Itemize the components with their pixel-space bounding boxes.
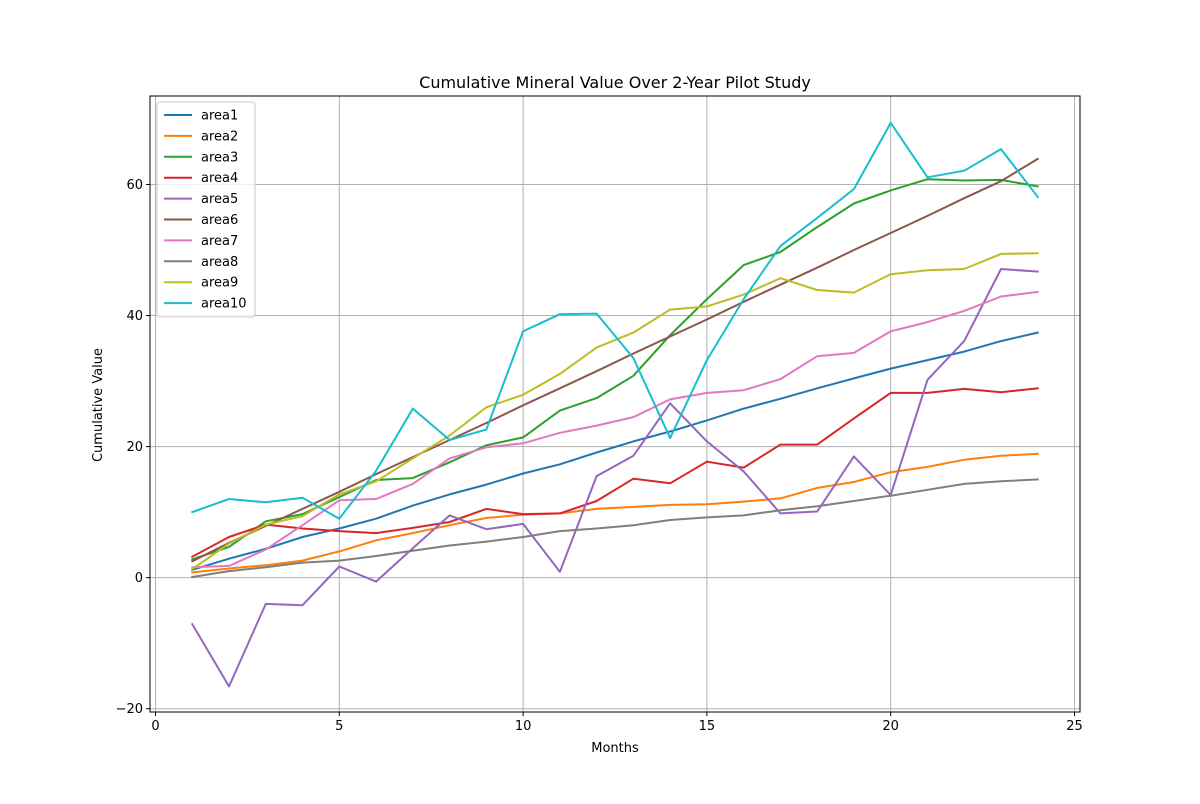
series-lines: [190, 121, 1040, 688]
legend-label-area10: area10: [201, 297, 247, 312]
x-tick-label: 5: [335, 719, 343, 734]
series-line-area8: [191, 478, 1039, 579]
legend-label-area8: area8: [201, 255, 238, 270]
plot-frame: [149, 95, 1081, 713]
legend-label-area4: area4: [201, 171, 238, 186]
y-axis-label: Cumulative Value: [91, 348, 106, 462]
y-tick-label: 0: [135, 571, 143, 586]
series-line-area2: [191, 452, 1039, 574]
legend-label-area3: area3: [201, 150, 238, 165]
legend: area1 area2 area3 area4 area5 area6 area7 area8…: [156, 101, 256, 318]
axis-ticks: 0 5 10 15 20 25 −20 0 20 40 60: [116, 178, 1083, 734]
series-line-area5: [190, 268, 1039, 688]
x-tick-label: 25: [1066, 719, 1083, 734]
y-tick-label: −20: [116, 702, 143, 717]
x-tick-label: 10: [515, 719, 532, 734]
series-line-area10: [191, 121, 1040, 520]
legend-label-area1: area1: [201, 109, 238, 124]
x-tick-label: 20: [882, 719, 899, 734]
legend-label-area5: area5: [201, 192, 238, 207]
series-line-area6: [190, 157, 1040, 563]
chart-title: Cumulative Mineral Value Over 2-Year Pil…: [419, 73, 811, 92]
y-tick-label: 20: [126, 440, 143, 455]
y-tick-label: 60: [126, 178, 143, 193]
legend-label-area7: area7: [201, 234, 238, 249]
x-tick-label: 15: [699, 719, 716, 734]
series-line-area7: [191, 290, 1039, 569]
legend-label-area6: area6: [201, 213, 238, 228]
x-tick-label: 0: [151, 719, 159, 734]
series-line-area9: [190, 252, 1039, 571]
y-tick-label: 40: [126, 309, 143, 324]
x-axis-label: Months: [591, 741, 639, 756]
legend-label-area2: area2: [201, 129, 238, 144]
legend-box: [156, 101, 256, 318]
series-line-area4: [190, 387, 1039, 559]
series-line-area3: [191, 178, 1039, 561]
grid: [150, 96, 1080, 712]
legend-label-area9: area9: [201, 276, 238, 291]
